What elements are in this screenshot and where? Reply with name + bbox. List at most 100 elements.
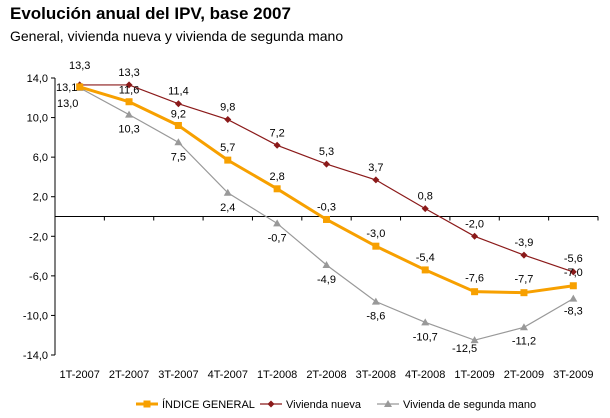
data-point [470,336,479,344]
data-label: 10,3 [118,124,139,136]
y-tick-label: -6,0 [29,271,48,283]
data-point [76,83,84,91]
x-tick-label: 2T-2007 [109,369,149,381]
data-label: -0,7 [268,232,287,244]
data-label: 7,5 [171,151,186,163]
data-label: -0,3 [317,201,336,213]
legend-item: Vivienda de segunda mano [377,399,536,411]
data-label: 13,1 [56,82,77,94]
data-label: -2,0 [465,218,484,230]
chart-subtitle: General, vivienda nueva y vivienda de se… [10,28,344,44]
y-tick-label: 14,0 [27,73,48,85]
data-label: -4,9 [317,274,336,286]
data-point [125,98,133,106]
data-label: -5,4 [416,252,435,264]
data-point [323,215,330,223]
data-point [421,266,429,274]
data-label: -7,0 [564,267,583,279]
data-point [125,81,133,89]
legend-item: ÍNDICE GENERAL [136,398,255,411]
chart-series [75,81,578,344]
data-label: -10,7 [413,331,438,343]
data-label: 13,0 [57,98,78,110]
series-2 [75,83,578,344]
y-tick-label: -10,0 [23,310,48,322]
data-point [372,176,380,184]
x-tick-label: 4T-2007 [208,369,248,381]
data-label: -5,6 [564,253,583,265]
data-label: -12,5 [452,343,477,355]
y-tick-label: 2,0 [33,192,48,204]
data-point [421,318,430,326]
x-tick-label: 1T-2009 [454,369,494,381]
data-point [273,141,281,149]
legend-label: ÍNDICE GENERAL [162,398,255,411]
data-point [421,205,429,213]
data-label: 11,6 [119,85,140,97]
data-point [520,251,528,259]
y-tick-label: 10,0 [27,113,48,125]
chart-title: Evolución anual del IPV, base 2007 [10,4,291,23]
data-label: 13,3 [118,67,139,79]
data-label: -11,2 [512,335,536,347]
data-label: 7,2 [269,127,284,139]
series-0 [76,83,577,297]
y-tick-label: -14,0 [23,350,48,362]
x-tick-label: 1T-2007 [59,369,99,381]
data-point [224,116,232,124]
legend-marker [384,400,392,407]
data-point [371,297,380,305]
chart-data-labels: 13,1 11,6 9,2 5,7 2,8 -0,3 -3,0 -5,4 -7,6 -7,7 -7,… [56,60,583,355]
data-point [471,232,479,240]
data-label: 0,8 [418,191,433,203]
data-point [223,188,232,196]
data-point [273,185,281,193]
data-label: 11,4 [168,86,189,98]
legend-label: Vivienda de segunda mano [403,399,536,411]
data-point [174,100,182,108]
x-tick-label: 3T-2007 [158,369,198,381]
data-point [569,268,577,276]
data-point [471,288,479,296]
x-tick-label: 4T-2008 [405,369,445,381]
data-point [323,160,330,168]
data-point [224,156,232,164]
x-tick-label: 3T-2009 [553,369,593,381]
series-1 [76,81,577,276]
legend-label: Vivienda nueva [286,399,362,411]
data-label: -8,6 [366,311,385,323]
x-tick-label: 1T-2008 [257,369,297,381]
data-label: 9,8 [220,102,235,114]
x-tick-label: 2T-2008 [306,369,346,381]
data-label: 2,4 [220,202,235,214]
data-point [372,242,380,250]
data-label: -3,0 [366,228,385,240]
data-label: -3,9 [514,237,533,249]
legend-item: Vivienda nueva [260,399,362,411]
data-label: 13,3 [69,60,90,72]
y-tick-label: 6,0 [33,152,48,164]
series-line [79,87,574,341]
legend-marker [267,400,275,408]
data-point [322,260,331,268]
data-label: 3,7 [368,162,383,174]
data-label: -7,7 [514,274,533,286]
data-label: -7,6 [465,273,484,285]
data-point [569,282,577,290]
data-point [519,323,528,331]
data-label: 9,2 [171,108,186,120]
data-point [174,121,182,129]
x-tick-label: 2T-2009 [504,369,544,381]
y-tick-label: -2,0 [29,231,48,243]
data-label: 2,8 [269,171,284,183]
data-label: -8,3 [564,306,583,318]
data-point [273,219,282,227]
data-point [520,289,528,297]
data-label: 5,7 [220,142,235,154]
data-label: 5,3 [319,146,334,158]
data-point [174,138,183,146]
x-tick-label: 3T-2008 [356,369,396,381]
chart-legend: ÍNDICE GENERAL Vivienda nueva Vivienda de … [136,398,536,411]
data-point [569,294,578,302]
